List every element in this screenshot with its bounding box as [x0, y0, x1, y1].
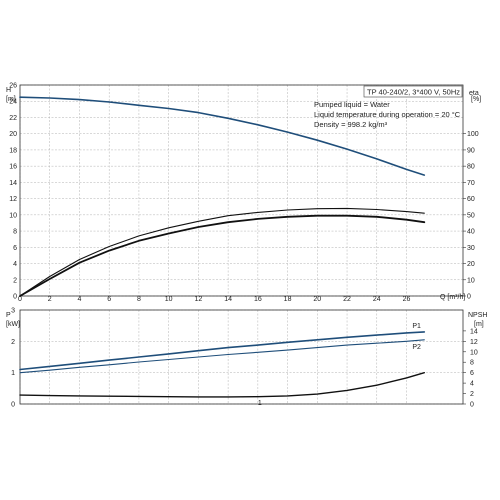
eta-tick-label: 100: [467, 131, 479, 138]
npsh-axis-label: NPSH: [468, 312, 487, 319]
npsh-tick-label: 10: [470, 349, 478, 356]
power-axis-unit: [kW]: [6, 321, 20, 328]
flow-tick-label: 4: [78, 296, 82, 303]
head-tick-label: 0: [13, 294, 17, 301]
head-tick-label: 2: [13, 277, 17, 284]
top-series-line-3: [19, 214, 426, 297]
npsh-tick-label: 0: [470, 402, 474, 409]
series-annotation: P1: [412, 323, 421, 330]
eta-tick-label: 90: [467, 147, 475, 154]
flow-tick-label: 22: [343, 296, 351, 303]
power-axis-label: P: [6, 312, 11, 319]
npsh-tick-label: 4: [470, 381, 474, 388]
power-tick-label: 1: [11, 370, 15, 377]
info-line-1: Pumped liquid = Water: [314, 100, 390, 109]
head-tick-label: 12: [9, 196, 17, 203]
flow-tick-label: 26: [403, 296, 411, 303]
flow-tick-label: 18: [284, 296, 292, 303]
npsh-axis-unit: [m]: [474, 321, 484, 328]
power-axis-ticks: 0 1 2 3: [11, 308, 15, 409]
head-axis-unit: [m]: [6, 96, 16, 103]
flow-tick-label: 14: [224, 296, 232, 303]
npsh-tick-label: 12: [470, 339, 478, 346]
npsh-tick-label: 2: [470, 391, 474, 398]
bottom-series-line-3: [19, 372, 425, 398]
npsh-tick-label: 8: [470, 360, 474, 367]
eta-tick-label: 40: [467, 229, 475, 236]
flow-tick-label: 2: [48, 296, 52, 303]
head-tick-label: 18: [9, 147, 17, 154]
head-tick-label: 4: [13, 261, 17, 268]
flow-tick-label: 16: [254, 296, 262, 303]
flow-tick-label: 20: [313, 296, 321, 303]
bottom-plot-frame: [19, 309, 464, 405]
series-annotation: P2: [412, 344, 421, 351]
eta-tick-label: 30: [467, 245, 475, 252]
bottom-series-line-2: [19, 339, 425, 374]
eta-tick-label: 50: [467, 212, 475, 219]
power-tick-label: 2: [11, 339, 15, 346]
head-tick-label: 14: [9, 180, 17, 187]
eta-tick-label: 60: [467, 196, 475, 203]
eta-axis-label: eta: [469, 90, 479, 97]
flow-tick-label: 10: [165, 296, 173, 303]
top-plot-frame: [19, 84, 464, 297]
head-axis-label: H: [6, 87, 11, 94]
top-series-line-2: [19, 207, 425, 297]
head-tick-label: 6: [13, 245, 17, 252]
flow-tick-label: 6: [107, 296, 111, 303]
bottom-annotations: P1 P2 1: [258, 323, 421, 407]
eta-axis-unit: [%]: [471, 96, 481, 103]
power-tick-label: 3: [11, 308, 15, 315]
top-series-line-1: [19, 96, 426, 176]
npsh-tick-label: 14: [470, 328, 478, 335]
bottom-grid: [19, 309, 463, 405]
head-tick-label: 16: [9, 164, 17, 171]
power-tick-label: 0: [11, 402, 15, 409]
eta-tick-label: 20: [467, 261, 475, 268]
info-line-2: Liquid temperature during operation = 20…: [314, 110, 461, 119]
npsh-axis-ticks: 0 2 4 6 8 10 12 14: [463, 328, 478, 409]
head-tick-label: 20: [9, 131, 17, 138]
info-box: TP 40-240/2, 3*400 V, 50Hz Pumped liquid…: [314, 85, 463, 129]
flow-tick-label: 24: [373, 296, 381, 303]
title-box-text: TP 40-240/2, 3*400 V, 50Hz: [367, 88, 460, 97]
eta-tick-label: 0: [467, 294, 471, 301]
bottom-series-line-1: [19, 331, 426, 371]
flow-tick-label: 0: [18, 296, 22, 303]
flow-tick-label: 12: [194, 296, 202, 303]
series-annotation: 1: [258, 400, 262, 407]
flow-axis-ticks: 0 2 4 6 8 10 12 14 16 18 20 22 24 26: [18, 296, 410, 303]
title-box-frame: [363, 85, 463, 98]
eta-tick-label: 10: [467, 277, 475, 284]
head-tick-label: 22: [9, 115, 17, 122]
bottom-series: [19, 331, 426, 398]
head-tick-label: 10: [9, 212, 17, 219]
npsh-tick-label: 6: [470, 370, 474, 377]
top-grid: [19, 84, 463, 297]
flow-axis-unit: Q [m³/h]: [440, 294, 465, 301]
eta-axis-ticks: 0 10 20 30 40 50 60 70 80 90 100: [463, 131, 479, 301]
eta-tick-label: 70: [467, 180, 475, 187]
head-tick-label: 26: [9, 83, 17, 90]
eta-tick-label: 80: [467, 164, 475, 171]
head-tick-label: 24: [9, 99, 17, 106]
top-series: [19, 96, 426, 297]
head-tick-label: 8: [13, 229, 17, 236]
flow-tick-label: 8: [137, 296, 141, 303]
info-line-3: Density = 998.2 kg/m³: [314, 120, 388, 129]
